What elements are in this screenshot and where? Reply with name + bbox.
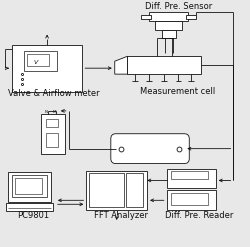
- Bar: [171, 171, 208, 179]
- Bar: [6, 203, 53, 211]
- Bar: [86, 170, 147, 210]
- Text: M: M: [53, 110, 56, 114]
- Bar: [167, 190, 216, 210]
- Text: Diff. Pre. Sensor: Diff. Pre. Sensor: [145, 1, 212, 11]
- Text: PC9801: PC9801: [17, 211, 49, 220]
- Text: FFT Analyzer: FFT Analyzer: [94, 211, 148, 220]
- Bar: [12, 45, 83, 92]
- Bar: [89, 173, 124, 207]
- Bar: [24, 51, 57, 71]
- Bar: [28, 54, 49, 66]
- Bar: [149, 12, 188, 21]
- FancyBboxPatch shape: [111, 134, 189, 164]
- Bar: [171, 193, 208, 205]
- Bar: [46, 119, 58, 127]
- Bar: [126, 173, 143, 207]
- Bar: [15, 178, 42, 194]
- Text: Measurement cell: Measurement cell: [140, 87, 216, 96]
- Bar: [128, 56, 201, 74]
- Bar: [186, 15, 196, 20]
- Text: Valve & Airflow meter: Valve & Airflow meter: [8, 89, 100, 98]
- Bar: [8, 172, 51, 202]
- Text: N: N: [45, 110, 48, 114]
- Text: Diff. Pre. Reader: Diff. Pre. Reader: [165, 211, 233, 220]
- Text: V: V: [33, 60, 38, 65]
- Bar: [12, 175, 47, 197]
- Polygon shape: [115, 56, 128, 74]
- Bar: [162, 30, 175, 38]
- Bar: [46, 133, 58, 147]
- Bar: [41, 114, 65, 154]
- Bar: [155, 21, 182, 30]
- Bar: [141, 15, 151, 20]
- Bar: [167, 168, 216, 188]
